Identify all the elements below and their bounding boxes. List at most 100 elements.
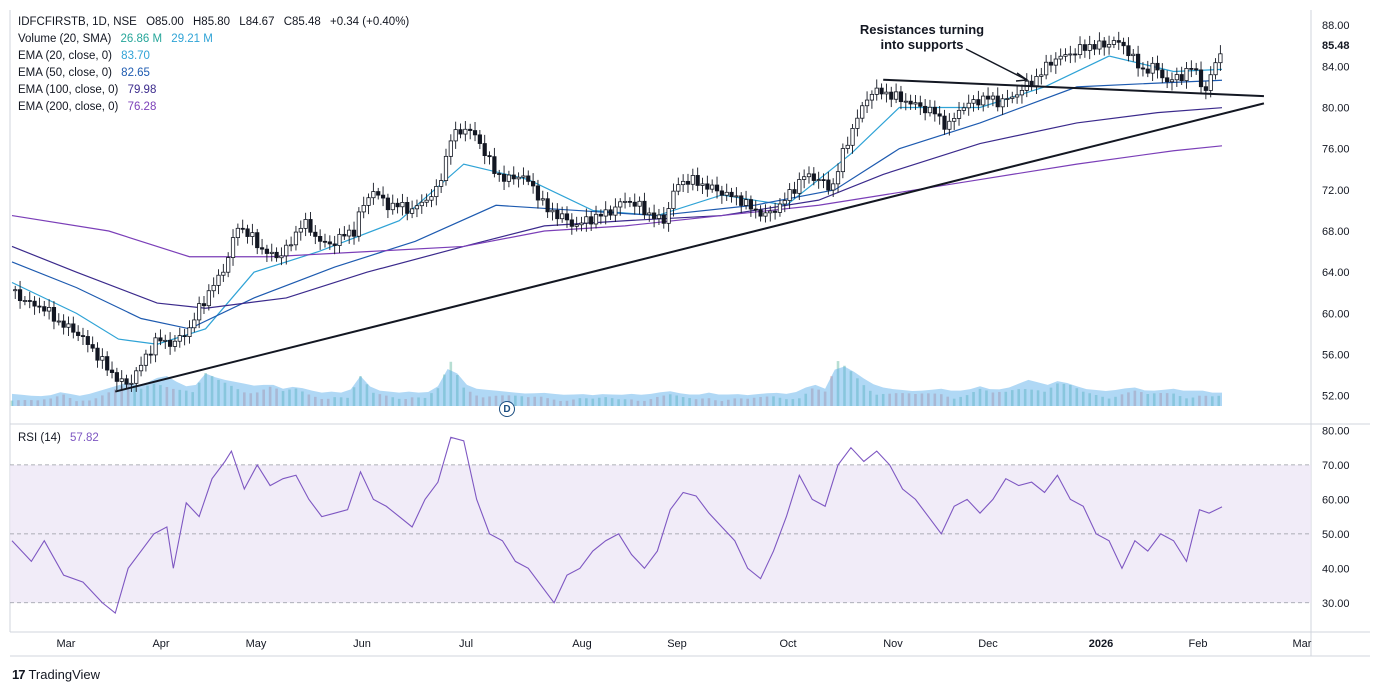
trendline[interactable] [883, 78, 1264, 98]
trendline[interactable] [115, 102, 1265, 393]
candle [1077, 36, 1083, 59]
candle-body [56, 320, 61, 323]
price-tick-label: 72.00 [1322, 185, 1350, 197]
price-tick-label: 68.00 [1322, 226, 1350, 238]
ema100-legend-row[interactable]: EMA (100, close, 0) 79.98 [18, 82, 409, 99]
candle-body [472, 130, 478, 136]
candle [937, 106, 942, 125]
ema200-legend-row[interactable]: EMA (200, close, 0) 76.28 [18, 99, 409, 116]
volume-bar [830, 376, 833, 406]
ema20-legend-row[interactable]: EMA (20, close, 0) 83.70 [18, 48, 409, 65]
candle [1005, 89, 1010, 108]
candle [903, 93, 908, 111]
volume-bar [630, 399, 633, 406]
volume-bar [985, 390, 988, 406]
candle [874, 79, 879, 101]
candle-body [656, 214, 662, 219]
candle [913, 94, 918, 110]
candle-body [995, 95, 1000, 108]
candle-body [1198, 69, 1204, 88]
candle-body [17, 289, 23, 302]
candle-body [923, 105, 928, 114]
candle-body [990, 95, 996, 100]
candle-body [666, 208, 671, 224]
volume-bar [998, 391, 1001, 406]
candle-body [318, 236, 323, 242]
volume-bar [656, 396, 659, 406]
candle [637, 196, 642, 215]
candle-body [753, 208, 758, 211]
candle-body [671, 190, 676, 209]
candle [1015, 86, 1020, 104]
candle-body [1015, 94, 1020, 98]
volume-bar [578, 398, 582, 406]
candle-body [143, 353, 149, 366]
candle-body [303, 219, 308, 229]
candle [579, 216, 584, 232]
volume-bar [668, 394, 672, 406]
candle [1160, 63, 1165, 84]
candle-body [230, 237, 236, 258]
symbol-label[interactable]: IDFCFIRSTB, 1D, NSE [18, 16, 137, 28]
volume-bar [843, 365, 846, 406]
ema50-line [11, 79, 1223, 330]
candle-body [269, 251, 274, 254]
rsi-line-layer [11, 436, 1223, 615]
volume-bar [1088, 393, 1092, 406]
candle [400, 193, 405, 216]
candle-body [482, 143, 487, 157]
volume-bar [552, 399, 556, 406]
candle-body [603, 209, 608, 217]
volume-bar [1204, 395, 1208, 406]
candle-body [1102, 40, 1107, 48]
candle [80, 327, 86, 346]
candle-body [289, 244, 294, 247]
candle [124, 374, 129, 388]
dividend-badge[interactable]: D [499, 401, 515, 417]
candle-body [947, 120, 952, 130]
candle-body [531, 180, 536, 187]
candle [172, 335, 178, 352]
volume-bar [772, 396, 775, 406]
candle-body [695, 175, 700, 186]
candle-body [802, 176, 807, 180]
candle [560, 206, 565, 223]
volume-bar [939, 394, 943, 406]
volume-bar [1191, 397, 1195, 406]
ema50-legend-row[interactable]: EMA (50, close, 0) 82.65 [18, 65, 409, 82]
candle [337, 228, 342, 253]
trendline-layer[interactable] [115, 78, 1265, 393]
candle [1208, 66, 1213, 98]
candle-body [419, 201, 424, 207]
volume-bar [1172, 393, 1175, 406]
candle [942, 109, 947, 135]
rsi-tick-label: 70.00 [1322, 460, 1350, 472]
candle-body [138, 364, 144, 372]
candle [511, 166, 516, 185]
candle [1126, 37, 1131, 62]
candle-body [584, 216, 589, 224]
candle-body [1140, 67, 1146, 70]
volume-bar [1198, 395, 1201, 406]
price-axis: 88.00 84.00 80.00 76.00 72.00 68.00 64.00 60.00… [1315, 20, 1363, 403]
candle [724, 183, 729, 201]
candle [371, 182, 376, 205]
volume-bar [952, 398, 956, 406]
candle-body [1034, 76, 1039, 87]
volume-bar [333, 397, 336, 406]
candle [574, 216, 579, 232]
candle [138, 356, 144, 377]
candle-body [627, 200, 633, 203]
candle-body [1189, 68, 1194, 70]
rsi-legend[interactable]: RSI (14) 57.82 [18, 432, 99, 444]
candle [472, 122, 478, 142]
candle [216, 269, 221, 295]
volume-bar [243, 392, 246, 406]
tradingview-logo[interactable]: 17 TradingView [12, 667, 100, 682]
open-value: O85.00 [146, 16, 184, 28]
candle [1165, 70, 1170, 89]
candle-body [1044, 61, 1049, 76]
candle [51, 301, 57, 330]
volume-legend-row[interactable]: Volume (20, SMA) 26.86 M 29.21 M [18, 31, 409, 48]
candle-body [574, 224, 579, 227]
